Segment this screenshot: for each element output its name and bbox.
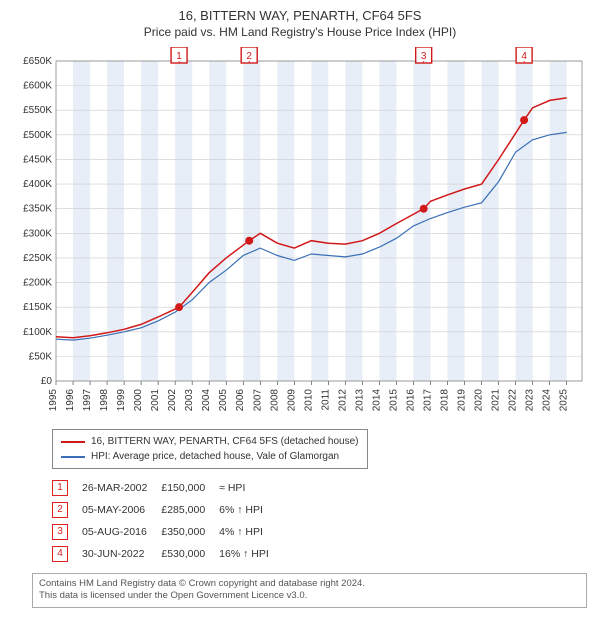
legend-swatch xyxy=(61,441,85,443)
tx-date: 26-MAR-2002 xyxy=(82,477,161,499)
svg-text:£500K: £500K xyxy=(23,130,52,141)
svg-text:£50K: £50K xyxy=(29,351,53,362)
svg-text:2021: 2021 xyxy=(491,389,502,412)
page-subtitle: Price paid vs. HM Land Registry's House … xyxy=(12,25,588,39)
tx-delta: 6% ↑ HPI xyxy=(219,499,283,521)
tx-price: £350,000 xyxy=(161,521,219,543)
svg-text:2017: 2017 xyxy=(422,389,433,412)
svg-text:2009: 2009 xyxy=(286,389,297,412)
tx-delta: 16% ↑ HPI xyxy=(219,543,283,565)
svg-text:4: 4 xyxy=(521,51,527,62)
table-row: 4 30-JUN-2022£530,00016% ↑ HPI xyxy=(52,543,283,565)
svg-text:£0: £0 xyxy=(41,376,53,387)
svg-text:£250K: £250K xyxy=(23,253,52,264)
svg-text:2: 2 xyxy=(246,51,252,62)
svg-text:2013: 2013 xyxy=(354,389,365,412)
svg-text:2000: 2000 xyxy=(133,389,144,412)
svg-text:2006: 2006 xyxy=(235,389,246,412)
tx-date: 05-AUG-2016 xyxy=(82,521,161,543)
svg-text:£100K: £100K xyxy=(23,327,52,338)
svg-text:2023: 2023 xyxy=(525,389,536,412)
tx-date: 05-MAY-2006 xyxy=(82,499,161,521)
svg-text:2007: 2007 xyxy=(252,389,263,412)
svg-text:3: 3 xyxy=(421,51,427,62)
svg-text:1997: 1997 xyxy=(82,389,93,412)
svg-text:£150K: £150K xyxy=(23,302,52,313)
tx-delta: 4% ↑ HPI xyxy=(219,521,283,543)
svg-text:2003: 2003 xyxy=(184,389,195,412)
legend-label: HPI: Average price, detached house, Vale… xyxy=(91,449,339,464)
svg-text:2011: 2011 xyxy=(320,389,331,411)
svg-text:1996: 1996 xyxy=(65,389,76,412)
svg-text:1995: 1995 xyxy=(48,389,59,412)
svg-text:2016: 2016 xyxy=(405,389,416,412)
legend-item: 16, BITTERN WAY, PENARTH, CF64 5FS (deta… xyxy=(61,434,359,449)
svg-text:2002: 2002 xyxy=(167,389,178,412)
svg-text:2012: 2012 xyxy=(337,389,348,412)
tx-price: £285,000 xyxy=(161,499,219,521)
svg-text:2019: 2019 xyxy=(457,389,468,412)
footer-line2: This data is licensed under the Open Gov… xyxy=(39,590,580,602)
legend-item: HPI: Average price, detached house, Vale… xyxy=(61,449,359,464)
svg-text:1999: 1999 xyxy=(116,389,127,412)
svg-text:2020: 2020 xyxy=(474,389,485,412)
svg-text:2010: 2010 xyxy=(303,389,314,412)
legend: 16, BITTERN WAY, PENARTH, CF64 5FS (deta… xyxy=(52,429,368,469)
svg-text:2001: 2001 xyxy=(150,389,161,412)
legend-label: 16, BITTERN WAY, PENARTH, CF64 5FS (deta… xyxy=(91,434,359,449)
svg-text:£400K: £400K xyxy=(23,179,52,190)
svg-text:2018: 2018 xyxy=(440,389,451,412)
svg-text:2025: 2025 xyxy=(559,389,570,412)
svg-text:2008: 2008 xyxy=(269,389,280,412)
svg-text:1: 1 xyxy=(176,51,182,62)
transactions-table: 1 26-MAR-2002£150,000≈ HPI 2 05-MAY-2006£28… xyxy=(52,477,283,565)
tx-delta: ≈ HPI xyxy=(219,477,283,499)
marker-badge: 4 xyxy=(52,546,68,562)
legend-swatch xyxy=(61,456,85,458)
svg-text:1998: 1998 xyxy=(99,389,110,412)
footer-attribution: Contains HM Land Registry data © Crown c… xyxy=(32,573,587,608)
svg-text:£200K: £200K xyxy=(23,278,52,289)
svg-text:£450K: £450K xyxy=(23,154,52,165)
page-title: 16, BITTERN WAY, PENARTH, CF64 5FS xyxy=(12,8,588,23)
svg-text:2005: 2005 xyxy=(218,389,229,412)
table-row: 3 05-AUG-2016£350,0004% ↑ HPI xyxy=(52,521,283,543)
svg-text:2022: 2022 xyxy=(508,389,519,412)
svg-text:£300K: £300K xyxy=(23,228,52,239)
table-row: 1 26-MAR-2002£150,000≈ HPI xyxy=(52,477,283,499)
svg-text:£650K: £650K xyxy=(23,56,52,67)
svg-text:2024: 2024 xyxy=(542,389,553,412)
svg-text:2014: 2014 xyxy=(371,389,382,412)
svg-text:£600K: £600K xyxy=(23,81,52,92)
svg-text:£350K: £350K xyxy=(23,204,52,215)
marker-badge: 1 xyxy=(52,480,68,496)
footer-line1: Contains HM Land Registry data © Crown c… xyxy=(39,578,580,590)
svg-text:2015: 2015 xyxy=(388,389,399,412)
tx-price: £150,000 xyxy=(161,477,219,499)
tx-price: £530,000 xyxy=(161,543,219,565)
price-chart: £0 £50K £100K £150K £200K £250K £300K £350K £400… xyxy=(12,47,588,417)
marker-badge: 2 xyxy=(52,502,68,518)
svg-text:2004: 2004 xyxy=(201,389,212,412)
svg-text:£550K: £550K xyxy=(23,105,52,116)
tx-date: 30-JUN-2022 xyxy=(82,543,161,565)
table-row: 2 05-MAY-2006£285,0006% ↑ HPI xyxy=(52,499,283,521)
marker-badge: 3 xyxy=(52,524,68,540)
